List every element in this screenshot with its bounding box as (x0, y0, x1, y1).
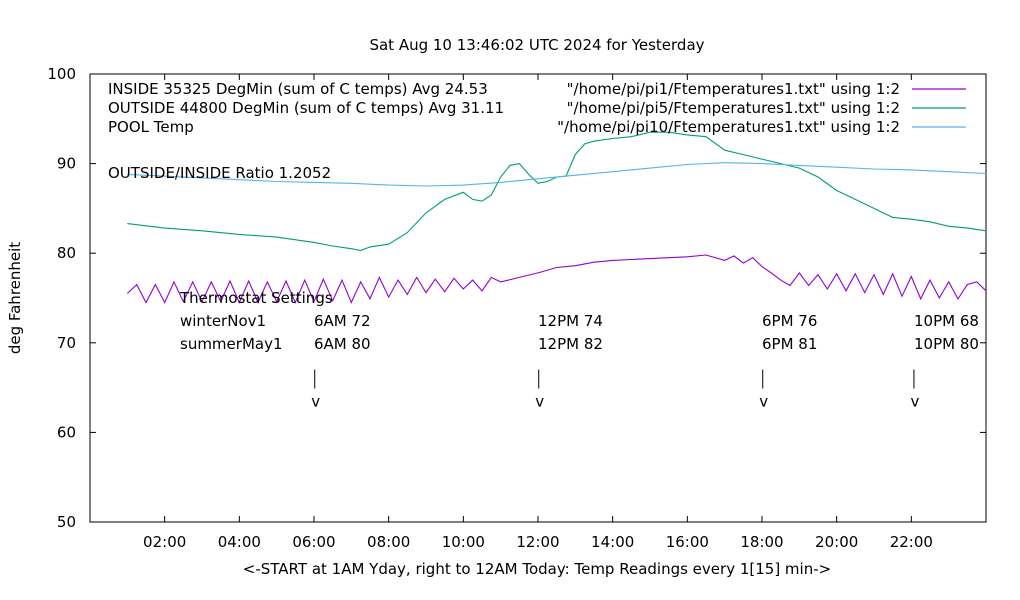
y-tick-label: 60 (57, 423, 76, 441)
legend-series-key: "/home/pi/pi1/Ftemperatures1.txt" using … (567, 80, 900, 98)
series-line-2 (127, 131, 987, 252)
thermostat-setting: 12PM 82 (538, 335, 603, 353)
y-tick-label: 100 (47, 65, 76, 83)
x-tick-label: 20:00 (815, 533, 858, 551)
legend-series-key: "/home/pi/pi10/Ftemperatures1.txt" using… (557, 118, 900, 136)
marker-arrow: v (311, 392, 320, 410)
thermostat-setting: 6PM 76 (762, 312, 817, 330)
y-tick-label: 80 (57, 244, 76, 262)
x-tick-label: 18:00 (740, 533, 783, 551)
x-tick-label: 08:00 (367, 533, 410, 551)
thermostat-row-label: summerMay1 (180, 335, 283, 353)
legend-series-name: INSIDE 35325 DegMin (sum of C temps) Avg… (108, 80, 488, 98)
marker-arrow: v (535, 392, 544, 410)
series-line-1 (126, 254, 987, 304)
y-tick-label: 90 (57, 155, 76, 173)
legend-series-key: "/home/pi/pi5/Ftemperatures1.txt" using … (567, 99, 900, 117)
ratio-annotation: OUTSIDE/INSIDE Ratio 1.2052 (108, 164, 331, 182)
x-axis-label: <-START at 1AM Yday, right to 12AM Today… (243, 560, 831, 578)
thermostat-title: Thermostat Settings (179, 289, 333, 307)
thermostat-setting: 10PM 80 (914, 335, 979, 353)
thermostat-setting: 6PM 81 (762, 335, 817, 353)
x-tick-label: 04:00 (218, 533, 261, 551)
x-tick-label: 06:00 (292, 533, 335, 551)
annotations: OUTSIDE/INSIDE Ratio 1.2052 Thermostat Se… (108, 164, 979, 410)
x-tick-label: 16:00 (666, 533, 709, 551)
data-series (126, 131, 987, 304)
legend: INSIDE 35325 DegMin (sum of C temps) Avg… (108, 80, 966, 136)
thermostat-row-label: winterNov1 (180, 312, 266, 330)
x-tick-label: 22:00 (890, 533, 933, 551)
marker-arrow: v (759, 392, 768, 410)
thermostat-setting: 10PM 68 (914, 312, 979, 330)
x-tick-label: 14:00 (591, 533, 634, 551)
x-tick-label: 10:00 (442, 533, 485, 551)
y-tick-label: 70 (57, 334, 76, 352)
legend-series-name: POOL Temp (108, 118, 194, 136)
y-axis-label: deg Fahrenheit (6, 242, 24, 354)
thermostat-setting: 6AM 72 (314, 312, 371, 330)
axis-ticks: 50 60 70 80 90 100 02:00 04:00 06:00 08:00 10:00 12… (47, 65, 986, 551)
legend-series-name: OUTSIDE 44800 DegMin (sum of C temps) Av… (108, 99, 504, 117)
thermostat-setting: 12PM 74 (538, 312, 603, 330)
y-tick-label: 50 (57, 513, 76, 531)
series-line-3 (127, 162, 987, 187)
thermostat-setting: 6AM 80 (314, 335, 371, 353)
marker-arrow: v (910, 392, 919, 410)
chart-title: Sat Aug 10 13:46:02 UTC 2024 for Yesterd… (369, 36, 704, 54)
x-tick-label: 12:00 (516, 533, 559, 551)
x-tick-label: 02:00 (143, 533, 186, 551)
